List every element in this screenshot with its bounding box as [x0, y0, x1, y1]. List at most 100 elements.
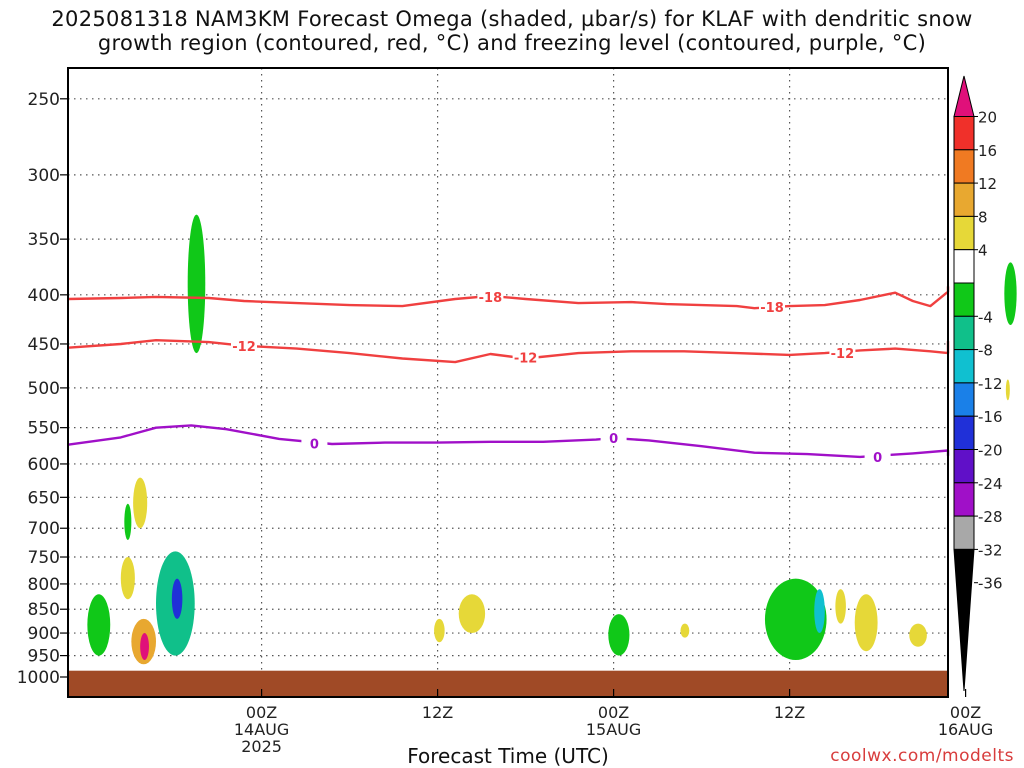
- colorbar-label: 8: [978, 208, 988, 226]
- colorbar: 20 16 12 8 4 -4 -8 -12 -16 -20 -24 -28 -32 -36: [953, 75, 1003, 692]
- contour-label: -12: [232, 340, 256, 355]
- contour-label-bg: [600, 430, 627, 447]
- omega-cell: [909, 623, 927, 647]
- colorbar-label: -36: [978, 575, 1003, 593]
- colorbar-over-arrow: [953, 75, 975, 117]
- colorbar-label: -32: [978, 541, 1003, 559]
- x-axis-label: Forecast Time (UTC): [407, 744, 609, 768]
- y-axis-ticks: 250 300 350 400 450 500 550 600 650 700 750 800 850 9…: [17, 90, 68, 688]
- x-tick-label: 2025: [241, 737, 282, 756]
- contour-label: 0: [873, 451, 882, 466]
- y-tick-label: 550: [28, 419, 60, 439]
- colorbar-label: -16: [978, 408, 1003, 426]
- x-tick-label: 00Z: [950, 703, 981, 722]
- gridlines: [68, 68, 948, 697]
- omega-shading: [87, 214, 1017, 665]
- colorbar-label: -20: [978, 442, 1003, 460]
- y-tick-label: 650: [28, 488, 60, 508]
- y-tick-label: 600: [28, 455, 60, 475]
- colorbar-bin: [953, 249, 975, 284]
- colorbar-label: 16: [978, 142, 997, 160]
- y-tick-label: 800: [28, 575, 60, 595]
- colorbar-bin: [953, 315, 975, 351]
- omega-cell: [133, 477, 148, 529]
- contour-label: 0: [310, 437, 319, 452]
- y-tick-label: 900: [28, 624, 60, 644]
- colorbar-bin: [953, 215, 975, 251]
- y-tick-label: 1000: [17, 668, 60, 688]
- x-tick-label: 00Z: [598, 703, 629, 722]
- plot-frame: [67, 67, 949, 698]
- omega-cell: [764, 578, 827, 660]
- omega-cell-core: [140, 633, 149, 660]
- y-tick-label: 450: [28, 335, 60, 355]
- omega-cell: [434, 618, 445, 643]
- contour-label: 0: [609, 432, 618, 447]
- colorbar-label: 4: [978, 242, 988, 260]
- omega-cell: [680, 623, 690, 638]
- y-tick-label: 250: [28, 90, 60, 110]
- x-tick-label: 00Z: [246, 703, 277, 722]
- y-tick-label: 750: [28, 548, 60, 568]
- contour-label: -18: [760, 301, 784, 316]
- colorbar-label: 20: [978, 109, 997, 127]
- contour-label-bg: [301, 435, 328, 452]
- omega-cell: [1004, 262, 1017, 325]
- x-tick-label: 12Z: [774, 703, 805, 722]
- contour-label-bg: [231, 337, 257, 354]
- contour-label: -12: [514, 352, 538, 367]
- contour-label-bg: [864, 448, 891, 465]
- terrain-band: [69, 670, 947, 696]
- site-credit-link[interactable]: coolwx.com/modelts: [830, 746, 1014, 766]
- colorbar-bin: [953, 415, 975, 451]
- y-tick-label: 300: [28, 166, 60, 186]
- colorbar-bin: [953, 149, 975, 184]
- contour-label-bg: [829, 345, 856, 362]
- contour-label-bg: [759, 299, 785, 316]
- y-tick-label: 950: [28, 647, 60, 667]
- omega-cell: [854, 594, 878, 652]
- x-tick-label: 15AUG: [586, 720, 641, 739]
- colorbar-bin: [953, 282, 975, 317]
- colorbar-label: -4: [978, 308, 993, 326]
- colorbar-under-arrow: [953, 548, 975, 692]
- omega-cell: [458, 594, 486, 634]
- chart-title-line-2: growth region (contoured, red, °C) and f…: [97, 31, 927, 55]
- colorbar-label: -28: [978, 508, 1003, 526]
- y-tick-label: 350: [28, 230, 60, 250]
- x-tick-label: 12Z: [422, 703, 453, 722]
- contour-label-bg: [512, 349, 539, 366]
- colorbar-bin: [953, 182, 975, 217]
- contour-line: [67, 286, 950, 310]
- omega-cell: [1005, 379, 1010, 401]
- omega-cell-core: [171, 578, 183, 619]
- colorbar-bin: [953, 382, 975, 417]
- omega-cell: [835, 589, 846, 624]
- y-tick-label: 400: [28, 286, 60, 306]
- terrain-fill: [69, 670, 947, 696]
- omega-cell: [120, 557, 135, 600]
- y-tick-label: 700: [28, 519, 60, 539]
- omega-cell-core: [814, 589, 825, 634]
- x-tick-label: 16AUG: [938, 720, 993, 739]
- contour-label: -18: [479, 291, 503, 306]
- chart-title-line-1: 2025081318 NAM3KM Forecast Omega (shaded…: [51, 7, 973, 31]
- colorbar-bin: [953, 116, 975, 151]
- colorbar-label: -24: [978, 475, 1003, 493]
- colorbar-bin: [953, 449, 975, 484]
- contour-label: -12: [831, 347, 855, 362]
- y-tick-label: 500: [28, 379, 60, 399]
- omega-cell: [124, 503, 132, 540]
- colorbar-label: -12: [978, 375, 1003, 393]
- y-tick-label: 850: [28, 600, 60, 620]
- colorbar-label: -8: [978, 342, 993, 360]
- omega-cell: [87, 594, 111, 656]
- colorbar-bin: [953, 349, 975, 384]
- colorbar-bin: [953, 482, 975, 517]
- x-tick-label: 14AUG: [234, 720, 289, 739]
- contour-label-bg: [477, 288, 504, 305]
- omega-cell: [187, 214, 206, 354]
- omega-cell: [608, 614, 630, 656]
